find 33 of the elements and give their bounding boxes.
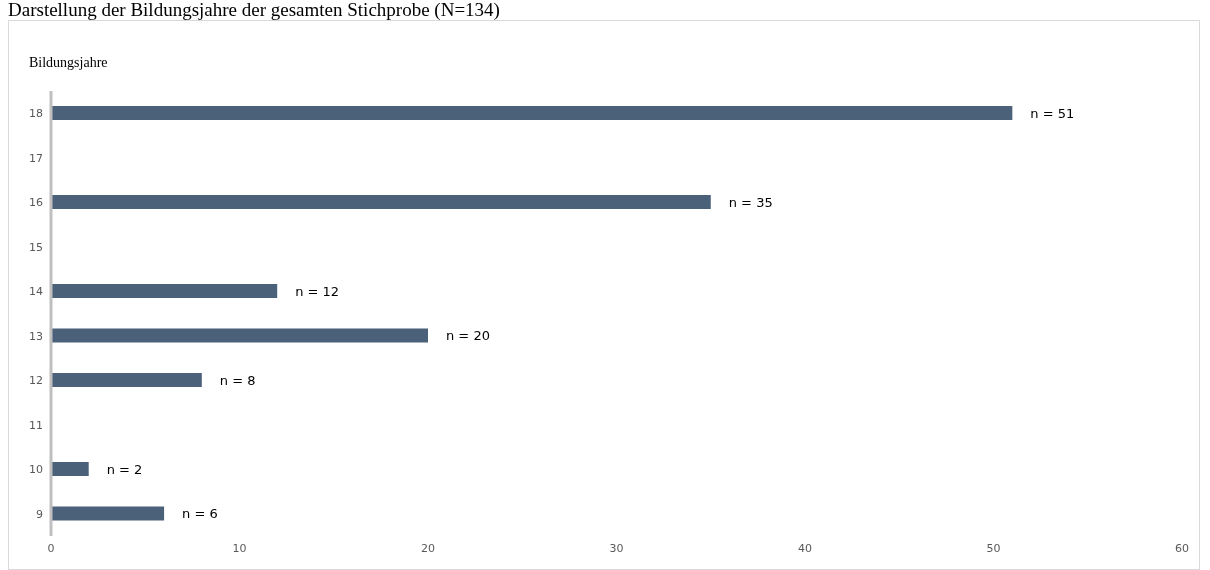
data-label: n = 35 — [728, 194, 773, 210]
y-tick-label: 17 — [29, 151, 43, 165]
chart-title: Darstellung der Bildungsjahre der gesamten Stichprobe (N=134) — [8, 0, 501, 20]
bar — [51, 462, 89, 476]
y-tick-label: 11 — [29, 418, 43, 432]
bar — [51, 284, 278, 298]
bar — [51, 328, 428, 343]
bar — [51, 373, 202, 387]
y-tick-label: 16 — [29, 196, 43, 210]
x-tick-label: 10 — [232, 541, 247, 555]
y-tick-label: 12 — [29, 374, 43, 388]
bar — [51, 106, 1013, 120]
x-tick-label: 30 — [609, 541, 624, 555]
data-label: n = 20 — [446, 328, 490, 343]
data-label: n = 6 — [182, 506, 218, 521]
data-label: n = 2 — [106, 461, 143, 477]
y-tick-label: 13 — [29, 329, 43, 343]
y-tick-label: 10 — [29, 463, 43, 477]
y-tick-label: 18 — [29, 107, 43, 121]
bar — [51, 506, 165, 521]
y-tick-label: 14 — [29, 285, 43, 299]
x-tick-label: 0 — [47, 541, 55, 555]
y-tick-label: 9 — [36, 507, 43, 521]
y-axis-title: Bildungsjahre — [29, 55, 108, 71]
data-label: n = 8 — [219, 372, 256, 388]
bar — [51, 195, 711, 209]
x-tick-label: 20 — [421, 541, 435, 555]
x-tick-label: 40 — [798, 541, 812, 555]
x-tick-label: 60 — [1175, 541, 1189, 555]
data-label: n = 51 — [1030, 105, 1075, 121]
y-tick-label: 15 — [29, 240, 43, 254]
x-tick-label: 50 — [986, 541, 1001, 555]
data-label: n = 12 — [295, 283, 340, 299]
